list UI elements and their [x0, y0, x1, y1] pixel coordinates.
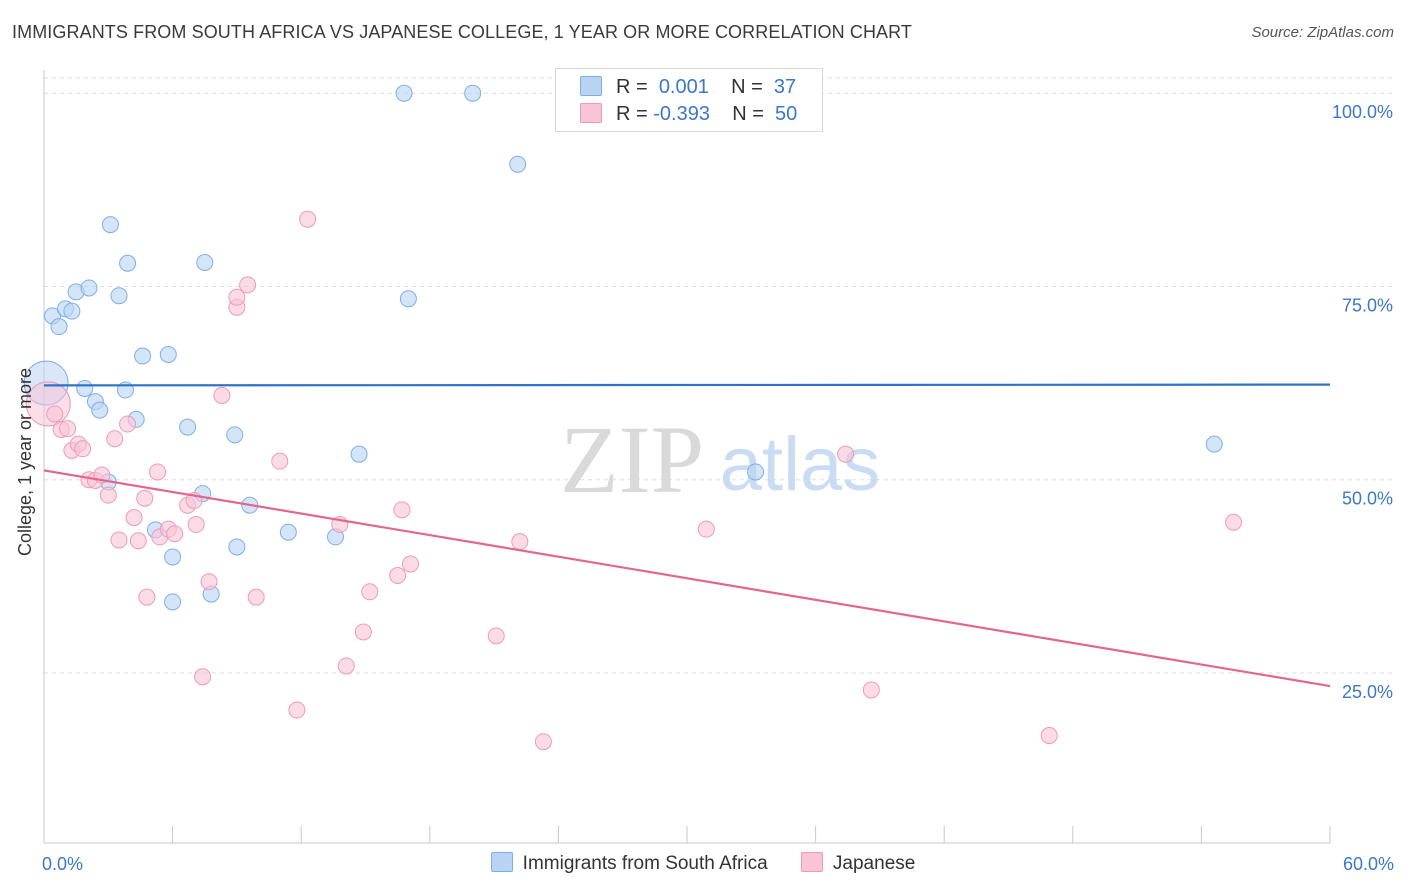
labels-layer: 25.0% 50.0% 75.0% 100.0% 0.0% 60.0% — [42, 102, 1394, 874]
south-africa-point — [91, 401, 109, 419]
n-value: 37 — [773, 76, 797, 98]
pink-swatch-icon — [800, 852, 823, 872]
y-tick-label: 25.0% — [1342, 682, 1393, 702]
japanese-point — [74, 440, 92, 458]
south-africa-point — [76, 379, 94, 397]
japanese-point — [46, 405, 64, 423]
points-layer — [23, 84, 1243, 751]
n-label: N = — [732, 103, 764, 125]
south-africa-point — [50, 318, 68, 336]
axes-layer — [43, 70, 1331, 844]
stats-legend: R = 0.001 N = 37 R = -0.393 N = 50 — [555, 68, 823, 132]
japanese-point — [187, 516, 205, 534]
south-africa-point — [159, 345, 177, 363]
r-label: R = — [616, 76, 648, 98]
blue-swatch-icon — [580, 76, 602, 96]
japanese-point — [110, 531, 128, 549]
japanese-point — [697, 520, 715, 538]
japanese-point — [393, 501, 411, 519]
south-africa-point — [63, 302, 81, 320]
n-label: N = — [731, 76, 763, 98]
japanese-point — [487, 627, 505, 645]
series-legend: Immigrants from South Africa Japanese — [0, 852, 1406, 875]
watermark-zip: ZIP — [560, 406, 704, 513]
y-axis-label: College, 1 year or more — [15, 368, 35, 556]
south-africa-point — [134, 347, 152, 365]
n-value: 50 — [775, 103, 798, 125]
japanese-point — [288, 701, 306, 719]
japanese-point — [194, 668, 212, 686]
south-africa-point — [80, 279, 98, 297]
south-africa-point — [196, 253, 214, 271]
legend-row-japanese: R = -0.393 N = 50 — [580, 103, 797, 125]
south-africa-point — [395, 84, 413, 102]
south-africa-point — [110, 287, 128, 305]
blue-swatch-icon — [490, 852, 513, 872]
japanese-point — [200, 573, 218, 591]
legend-label: Immigrants from South Africa — [522, 853, 768, 874]
japanese-point — [402, 555, 420, 573]
r-label: R = — [616, 103, 648, 125]
japanese-trend-line — [43, 469, 1331, 688]
japanese-point — [136, 489, 154, 507]
watermark-atlas: atlas — [720, 422, 881, 507]
japanese-point — [354, 623, 372, 641]
south-africa-point — [279, 523, 297, 541]
japanese-point — [862, 681, 880, 699]
south-africa-point — [226, 426, 244, 444]
japanese-point — [389, 567, 407, 585]
south-africa-point — [1205, 435, 1223, 453]
legend-label: Japanese — [832, 853, 916, 874]
south-africa-point — [179, 418, 197, 436]
japanese-point — [228, 288, 246, 306]
x-tick-label: 60.0% — [1343, 854, 1394, 874]
japanese-point — [361, 583, 379, 601]
japanese-point — [271, 452, 289, 470]
source-label: Source: ZipAtlas.com — [1251, 24, 1394, 41]
south-africa-point — [464, 84, 482, 102]
japanese-point — [337, 657, 355, 675]
south-africa-point — [101, 216, 119, 234]
south-africa-point — [399, 290, 417, 308]
japanese-point — [149, 463, 167, 481]
japanese-point — [59, 420, 77, 438]
japanese-point — [534, 733, 552, 751]
south-africa-point — [350, 445, 368, 463]
x-tick-label: 0.0% — [42, 854, 83, 874]
trend-layer — [43, 383, 1331, 688]
japanese-point — [213, 386, 231, 404]
japanese-point — [511, 533, 529, 551]
south-africa-point — [164, 593, 182, 611]
japanese-point — [837, 445, 855, 463]
south-africa-point — [747, 463, 765, 481]
legend-row-south-africa: R = 0.001 N = 37 — [580, 76, 796, 98]
r-value: 0.001 — [658, 76, 709, 98]
y-tick-label: 100.0% — [1332, 102, 1393, 122]
japanese-point — [239, 276, 257, 294]
japanese-point — [247, 588, 265, 606]
japanese-point — [119, 415, 137, 433]
japanese-point — [106, 430, 124, 448]
legend-item-japanese[interactable]: Japanese — [800, 852, 916, 875]
south-africa-point — [228, 538, 246, 556]
japanese-point — [299, 210, 317, 228]
japanese-point — [138, 588, 156, 606]
pink-swatch-icon — [580, 103, 602, 123]
japanese-point — [1040, 727, 1058, 745]
japanese-point — [125, 509, 143, 527]
south-africa-point — [509, 155, 527, 173]
south-africa-point — [164, 548, 182, 566]
japanese-point — [99, 486, 117, 504]
r-value: -0.393 — [653, 103, 710, 125]
chart-title: IMMIGRANTS FROM SOUTH AFRICA VS JAPANESE… — [12, 22, 913, 42]
y-tick-label: 75.0% — [1342, 295, 1393, 315]
japanese-point — [129, 532, 147, 550]
south-africa-point — [119, 254, 137, 272]
y-tick-label: 50.0% — [1342, 489, 1393, 509]
south-africa-trend-line — [43, 383, 1331, 387]
japanese-point — [166, 525, 184, 543]
legend-item-south-africa[interactable]: Immigrants from South Africa — [490, 852, 768, 875]
japanese-point — [1225, 513, 1243, 531]
